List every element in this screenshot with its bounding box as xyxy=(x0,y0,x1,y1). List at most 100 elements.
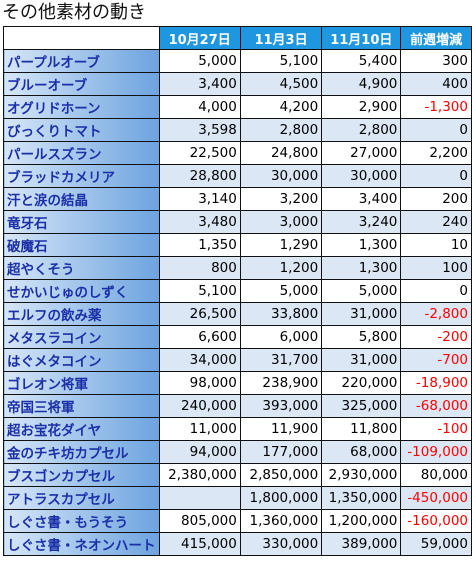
price-nov10-cell: 30,000 xyxy=(321,164,402,188)
price-nov3-cell: 1,800,000 xyxy=(239,486,323,510)
price-nov10-cell: 1,300 xyxy=(321,233,402,257)
price-nov3-cell: 6,000 xyxy=(239,325,323,349)
weekly-change-cell: 80,000 xyxy=(400,463,472,487)
price-oct27-cell: 800 xyxy=(158,256,241,280)
item-name-cell: 金のチキ坊カプセル xyxy=(3,440,160,464)
table-row: はぐメタコイン 34,000 31,700 31,000 -700 xyxy=(3,348,472,372)
price-nov10-cell: 31,000 xyxy=(321,302,402,326)
weekly-change-cell: -100 xyxy=(400,417,472,441)
weekly-change-cell: -1,300 xyxy=(400,95,472,119)
price-nov3-cell: 4,200 xyxy=(239,95,323,119)
weekly-change-cell: -200 xyxy=(400,325,472,349)
price-nov3-cell: 330,000 xyxy=(239,532,323,556)
item-name-cell: 汗と涙の結晶 xyxy=(3,187,160,211)
item-name-cell: 超お宝花ダイヤ xyxy=(3,417,160,441)
price-nov10-cell: 1,300 xyxy=(321,256,402,280)
table-row: せかいじゅのしずく 5,100 5,000 5,000 0 xyxy=(3,279,472,303)
table-row: 帝国三将軍 240,000 393,000 325,000 -68,000 xyxy=(3,394,472,418)
table-row: パールスズラン 22,500 24,800 27,000 2,200 xyxy=(3,141,472,165)
item-name-cell: パープルオーブ xyxy=(3,49,160,73)
price-nov3-cell: 4,500 xyxy=(239,72,323,96)
weekly-change-cell: 59,000 xyxy=(400,532,472,556)
price-oct27-cell: 5,000 xyxy=(158,49,241,73)
table-row: ブルーオーブ 3,400 4,500 4,900 400 xyxy=(3,72,472,96)
item-name-cell: 竜牙石 xyxy=(3,210,160,234)
table-row: メタスラコイン 6,600 6,000 5,800 -200 xyxy=(3,325,472,349)
item-name-cell: ブラッドカメリア xyxy=(3,164,160,188)
price-oct27-cell: 26,500 xyxy=(158,302,241,326)
item-name-cell: びっくりトマト xyxy=(3,118,160,142)
header-date-oct27: 10月27日 xyxy=(158,26,241,50)
price-nov10-cell: 325,000 xyxy=(321,394,402,418)
price-nov3-cell: 238,900 xyxy=(239,371,323,395)
price-nov10-cell: 389,000 xyxy=(321,532,402,556)
price-nov10-cell: 2,900 xyxy=(321,95,402,119)
price-oct27-cell: 34,000 xyxy=(158,348,241,372)
table-row: エルフの飲み薬 26,500 33,800 31,000 -2,800 xyxy=(3,302,472,326)
item-name-cell: 帝国三将軍 xyxy=(3,394,160,418)
price-oct27-cell xyxy=(158,486,241,510)
price-nov3-cell: 3,200 xyxy=(239,187,323,211)
price-nov3-cell: 177,000 xyxy=(239,440,323,464)
price-oct27-cell: 805,000 xyxy=(158,509,241,533)
price-oct27-cell: 3,400 xyxy=(158,72,241,96)
item-name-cell: 破魔石 xyxy=(3,233,160,257)
table-row: 破魔石 1,350 1,290 1,300 10 xyxy=(3,233,472,257)
price-nov3-cell: 1,200 xyxy=(239,256,323,280)
price-oct27-cell: 415,000 xyxy=(158,532,241,556)
price-nov10-cell: 5,000 xyxy=(321,279,402,303)
price-oct27-cell: 22,500 xyxy=(158,141,241,165)
price-oct27-cell: 11,000 xyxy=(158,417,241,441)
header-corner-cell xyxy=(3,26,160,50)
weekly-change-cell: 2,200 xyxy=(400,141,472,165)
weekly-change-cell: 0 xyxy=(400,118,472,142)
item-name-cell: しぐさ書・もうそう xyxy=(3,509,160,533)
price-nov10-cell: 4,900 xyxy=(321,72,402,96)
price-nov3-cell: 24,800 xyxy=(239,141,323,165)
price-oct27-cell: 2,380,000 xyxy=(158,463,241,487)
header-date-nov10: 11月10日 xyxy=(321,26,402,50)
price-nov10-cell: 27,000 xyxy=(321,141,402,165)
price-oct27-cell: 3,598 xyxy=(158,118,241,142)
material-price-table: 10月27日 11月3日 11月10日 前週増減 パープルオーブ 5,000 5,1… xyxy=(3,26,472,556)
price-oct27-cell: 4,000 xyxy=(158,95,241,119)
price-nov3-cell: 31,700 xyxy=(239,348,323,372)
weekly-change-cell: 300 xyxy=(400,49,472,73)
table-row: ゴレオン将軍 98,000 238,900 220,000 -18,900 xyxy=(3,371,472,395)
weekly-change-cell: 240 xyxy=(400,210,472,234)
table-row: 汗と涙の結晶 3,140 3,200 3,400 200 xyxy=(3,187,472,211)
price-oct27-cell: 28,800 xyxy=(158,164,241,188)
header-weekly-change: 前週増減 xyxy=(400,26,472,50)
price-nov3-cell: 11,900 xyxy=(239,417,323,441)
item-name-cell: アトラスカプセル xyxy=(3,486,160,510)
price-nov3-cell: 393,000 xyxy=(239,394,323,418)
weekly-change-cell: 0 xyxy=(400,164,472,188)
price-nov10-cell: 68,000 xyxy=(321,440,402,464)
table-row: 竜牙石 3,480 3,000 3,240 240 xyxy=(3,210,472,234)
price-nov3-cell: 3,000 xyxy=(239,210,323,234)
price-oct27-cell: 94,000 xyxy=(158,440,241,464)
header-row: 10月27日 11月3日 11月10日 前週増減 xyxy=(3,26,472,50)
price-nov3-cell: 2,800 xyxy=(239,118,323,142)
item-name-cell: しぐさ書・ネオンハート xyxy=(3,532,160,556)
table-row: 超やくそう 800 1,200 1,300 100 xyxy=(3,256,472,280)
table-row: パープルオーブ 5,000 5,100 5,400 300 xyxy=(3,49,472,73)
weekly-change-cell: -109,000 xyxy=(400,440,472,464)
weekly-change-cell: 10 xyxy=(400,233,472,257)
header-date-nov3: 11月3日 xyxy=(239,26,323,50)
price-nov10-cell: 5,800 xyxy=(321,325,402,349)
price-nov10-cell: 5,400 xyxy=(321,49,402,73)
price-oct27-cell: 98,000 xyxy=(158,371,241,395)
price-oct27-cell: 3,480 xyxy=(158,210,241,234)
table-row: びっくりトマト 3,598 2,800 2,800 0 xyxy=(3,118,472,142)
item-name-cell: ブスゴンカプセル xyxy=(3,463,160,487)
page-title: その他素材の動き xyxy=(2,2,146,23)
table-row: ブラッドカメリア 28,800 30,000 30,000 0 xyxy=(3,164,472,188)
weekly-change-cell: 100 xyxy=(400,256,472,280)
price-nov10-cell: 11,800 xyxy=(321,417,402,441)
weekly-change-cell: 200 xyxy=(400,187,472,211)
table-row: しぐさ書・もうそう 805,000 1,360,000 1,200,000 -160,0… xyxy=(3,509,472,533)
price-nov3-cell: 30,000 xyxy=(239,164,323,188)
price-oct27-cell: 240,000 xyxy=(158,394,241,418)
weekly-change-cell: -700 xyxy=(400,348,472,372)
